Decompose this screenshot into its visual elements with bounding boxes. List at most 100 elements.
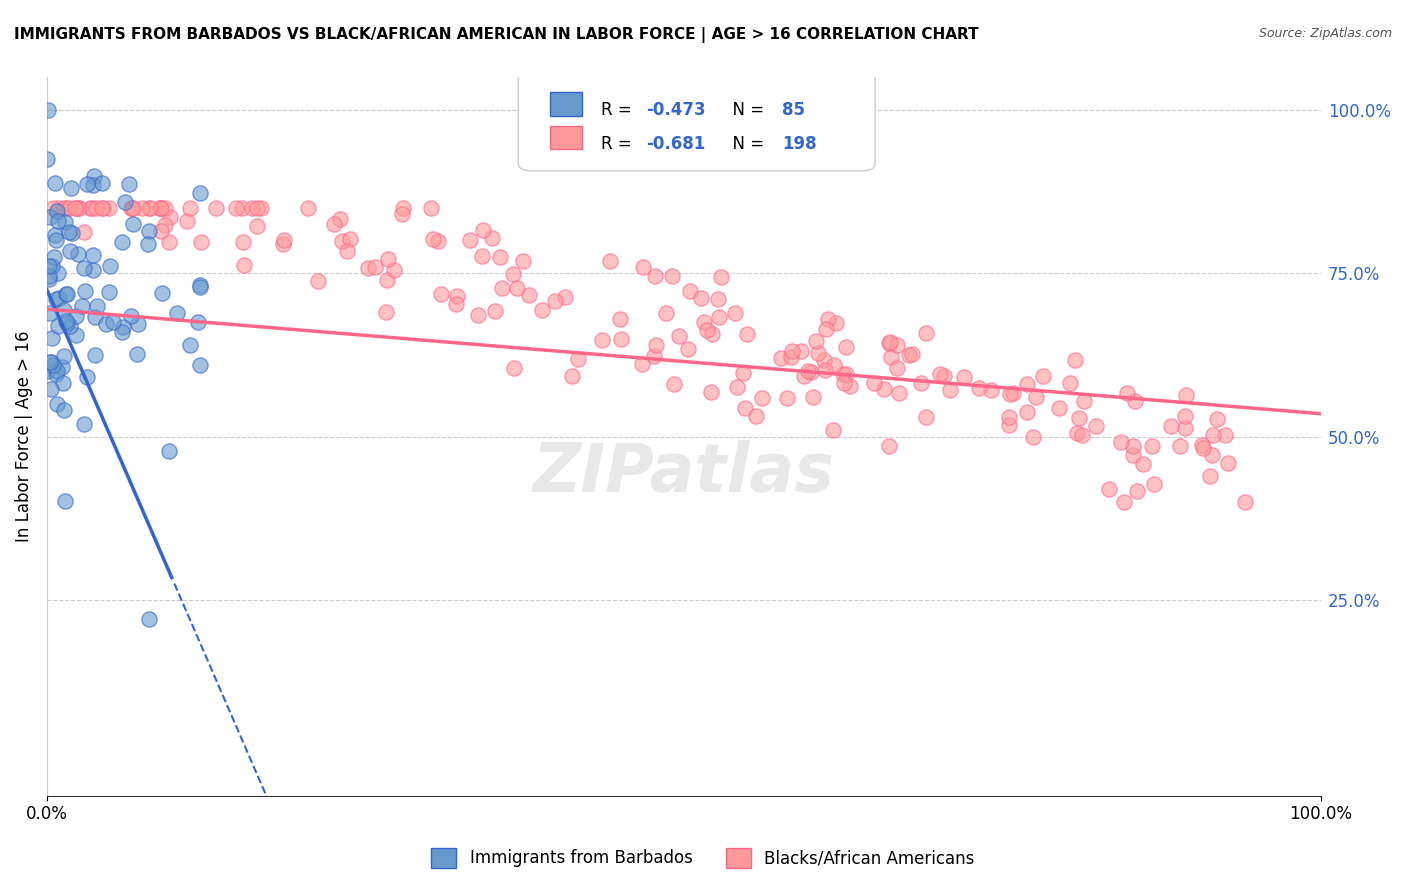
Point bbox=[1175, 387, 1198, 401]
Point bbox=[502, 268, 524, 282]
Point bbox=[246, 201, 269, 215]
Point bbox=[1069, 410, 1091, 425]
Point bbox=[111, 325, 134, 339]
FancyBboxPatch shape bbox=[550, 92, 582, 115]
Point bbox=[118, 177, 141, 191]
Point bbox=[357, 260, 380, 275]
Point bbox=[86, 299, 108, 313]
Point bbox=[1160, 418, 1182, 433]
Point bbox=[710, 269, 733, 284]
Point bbox=[1168, 439, 1191, 453]
Point bbox=[879, 336, 901, 351]
Point bbox=[114, 195, 136, 210]
Point bbox=[84, 348, 107, 362]
Point bbox=[138, 224, 160, 238]
Point bbox=[567, 352, 589, 367]
Point bbox=[83, 169, 105, 183]
Point bbox=[422, 232, 444, 246]
Point bbox=[59, 181, 82, 195]
Point bbox=[65, 327, 87, 342]
Point bbox=[901, 347, 924, 361]
Point bbox=[769, 351, 792, 365]
Point bbox=[1206, 412, 1229, 426]
Point bbox=[631, 260, 654, 274]
FancyBboxPatch shape bbox=[550, 126, 582, 149]
Point bbox=[66, 201, 89, 215]
Point bbox=[56, 317, 79, 331]
Point bbox=[58, 225, 80, 239]
Point bbox=[707, 292, 730, 306]
Point bbox=[37, 103, 59, 117]
Point bbox=[467, 309, 489, 323]
Point bbox=[832, 376, 855, 390]
Point bbox=[55, 494, 77, 508]
Point bbox=[1017, 404, 1039, 418]
Point bbox=[157, 444, 180, 458]
Point bbox=[336, 244, 359, 259]
Point bbox=[188, 280, 211, 294]
Point bbox=[35, 364, 58, 378]
Point bbox=[149, 201, 172, 215]
Point bbox=[70, 299, 93, 313]
Point bbox=[39, 210, 62, 224]
Point bbox=[873, 382, 896, 396]
Point bbox=[51, 359, 73, 374]
Point bbox=[458, 233, 481, 247]
Point bbox=[835, 340, 858, 354]
Point bbox=[166, 306, 188, 320]
Point bbox=[1132, 457, 1154, 471]
Text: R =: R = bbox=[602, 135, 637, 153]
Point bbox=[1025, 391, 1047, 405]
Point bbox=[98, 260, 121, 274]
Point bbox=[1059, 376, 1081, 390]
Point bbox=[150, 285, 173, 300]
Point bbox=[94, 317, 117, 331]
Point bbox=[157, 235, 180, 249]
Point bbox=[823, 423, 845, 437]
Point bbox=[44, 292, 66, 306]
Text: N =: N = bbox=[723, 101, 769, 119]
Point bbox=[39, 382, 62, 396]
Point bbox=[484, 304, 506, 318]
Point bbox=[52, 349, 75, 363]
Point bbox=[273, 233, 295, 247]
Point bbox=[610, 332, 633, 346]
Point bbox=[886, 360, 908, 375]
Point bbox=[179, 337, 201, 351]
Point bbox=[939, 383, 962, 397]
Text: R =: R = bbox=[602, 101, 637, 119]
Point bbox=[179, 201, 201, 215]
Point bbox=[910, 376, 932, 390]
Point bbox=[745, 409, 768, 423]
Point bbox=[73, 226, 96, 240]
Point bbox=[481, 231, 503, 245]
Legend: Immigrants from Barbados, Blacks/African Americans: Immigrants from Barbados, Blacks/African… bbox=[425, 841, 981, 875]
Point bbox=[231, 235, 253, 249]
Point bbox=[53, 201, 76, 215]
Point bbox=[73, 417, 96, 431]
Point bbox=[153, 201, 176, 215]
Point bbox=[914, 326, 936, 340]
Point bbox=[91, 176, 114, 190]
Point bbox=[111, 235, 134, 249]
Point bbox=[76, 370, 98, 384]
Point bbox=[1216, 456, 1239, 470]
Point bbox=[67, 201, 90, 215]
Point bbox=[696, 323, 718, 337]
Point bbox=[1126, 484, 1149, 499]
Point bbox=[38, 260, 60, 274]
Point bbox=[676, 342, 699, 356]
Point bbox=[530, 303, 553, 318]
Point bbox=[426, 235, 449, 249]
Point bbox=[751, 391, 773, 405]
Point bbox=[90, 201, 112, 215]
Point bbox=[44, 176, 66, 190]
Point bbox=[489, 250, 512, 264]
Point bbox=[377, 252, 399, 266]
Text: N =: N = bbox=[723, 135, 769, 153]
Point bbox=[136, 237, 159, 252]
Point bbox=[735, 326, 758, 341]
Point bbox=[79, 201, 101, 215]
Point bbox=[776, 392, 799, 406]
Point bbox=[73, 261, 96, 276]
